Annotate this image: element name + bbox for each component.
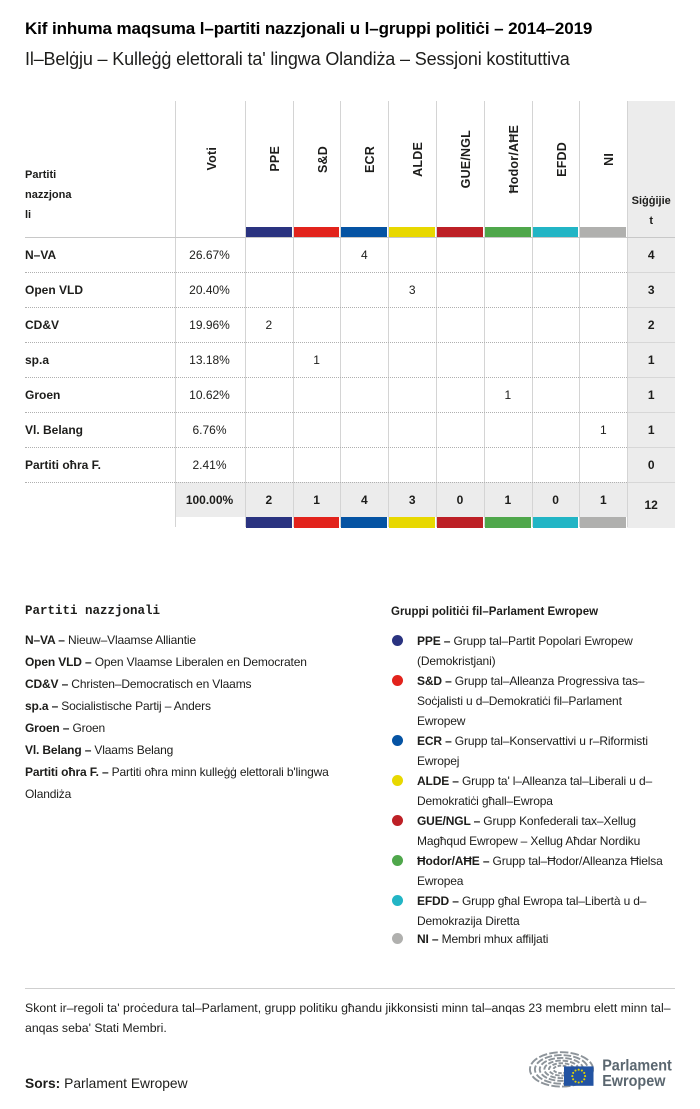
svg-text:Ewropew: Ewropew bbox=[602, 1073, 666, 1091]
svg-text:Parlament: Parlament bbox=[602, 1057, 672, 1075]
